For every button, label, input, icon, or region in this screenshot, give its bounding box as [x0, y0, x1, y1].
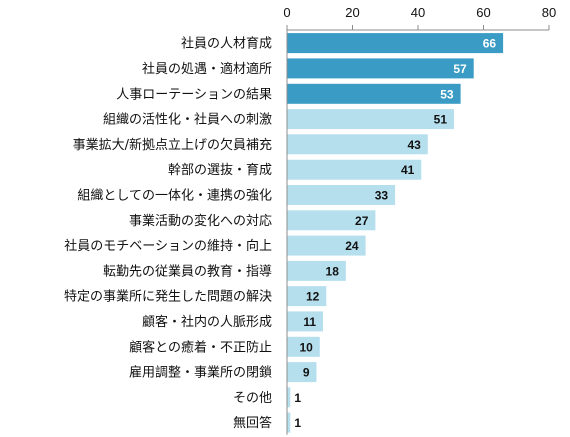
x-tick-label: 60 — [476, 5, 490, 20]
category-label: 社員の処遇・適材適所 — [142, 61, 272, 77]
bar — [287, 412, 291, 433]
x-tick-label: 40 — [411, 5, 425, 20]
category-label: 社員の人材育成 — [181, 36, 272, 52]
bar — [287, 336, 320, 357]
bar — [287, 159, 422, 180]
bar — [287, 387, 291, 408]
bar-value-label: 18 — [326, 264, 340, 278]
x-tick-label: 20 — [345, 5, 359, 20]
bar-value-label: 43 — [407, 138, 421, 152]
bar — [287, 58, 474, 79]
category-label: 事業拡大/新拠点立上げの欠員補充 — [73, 137, 272, 153]
bar — [287, 260, 346, 281]
bar-value-label: 9 — [303, 366, 310, 380]
category-label: 事業活動の変化への対応 — [129, 213, 272, 229]
category-label: 組織の活性化・社員への刺激 — [103, 112, 272, 128]
category-label: 幹部の選抜・育成 — [168, 162, 272, 178]
bar — [287, 33, 504, 54]
bar — [287, 185, 396, 205]
bar-value-label: 51 — [434, 113, 448, 127]
bar — [287, 83, 461, 104]
bar-value-label: 53 — [440, 87, 454, 101]
bar — [287, 286, 327, 307]
category-label: その他 — [233, 391, 272, 406]
bar-value-label: 12 — [306, 290, 320, 304]
x-tick-label: 0 — [283, 5, 290, 20]
bar-value-label: 11 — [303, 315, 316, 329]
bar — [287, 109, 454, 130]
bar-value-label: 1 — [294, 416, 301, 430]
category-label: 無回答 — [233, 415, 272, 431]
category-label: 雇用調整・事業所の閉鎖 — [129, 365, 272, 381]
bar-value-label: 66 — [483, 37, 497, 51]
category-label: 特定の事業所に発生した問題の解決 — [64, 289, 272, 305]
category-label: 社員のモチベーションの維持・向上 — [64, 238, 272, 254]
category-label: 顧客との癒着・不正防止 — [129, 339, 272, 355]
x-tick-label: 80 — [542, 5, 556, 20]
bar-value-label: 24 — [345, 239, 359, 253]
bar-value-label: 57 — [453, 62, 467, 76]
bar — [287, 362, 317, 383]
bar-value-label: 33 — [375, 189, 389, 203]
category-label: 転勤先の従業員の教育・指導 — [103, 263, 272, 279]
bar-value-label: 41 — [401, 163, 415, 177]
bar-value-label: 10 — [299, 340, 313, 354]
bar — [287, 134, 428, 155]
bar-value-label: 27 — [355, 214, 369, 228]
bar — [287, 210, 376, 231]
bar — [287, 235, 366, 256]
bar-value-label: 1 — [294, 391, 301, 405]
category-label: 組織としての一体化・連携の強化 — [77, 188, 272, 204]
category-label: 人事ローテーションの結果 — [116, 87, 272, 102]
bar — [287, 311, 323, 332]
category-label: 顧客・社内の人脈形成 — [142, 314, 272, 330]
